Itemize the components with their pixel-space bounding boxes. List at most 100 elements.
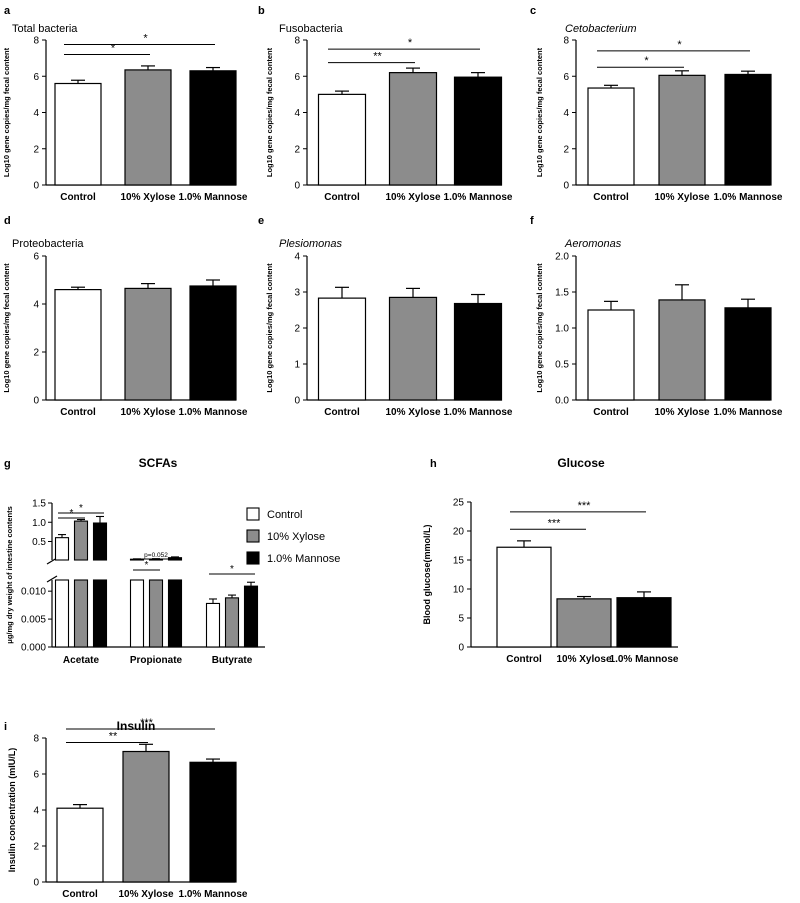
panel-f-bar	[724, 307, 772, 401]
panel-a-xtick-label: 1.0% Mannose	[179, 192, 248, 203]
panel-b-sig-label: *	[408, 37, 413, 49]
panel-f-ylabel: Log10 gene copies/mg fecal content	[535, 263, 544, 393]
panel-h-ytick-label: 15	[453, 556, 465, 567]
panel-b-ylabel: Log10 gene copies/mg fecal content	[265, 47, 274, 177]
panel-i-ytick-label: 8	[33, 734, 39, 745]
panel-c-label: c	[530, 5, 536, 17]
panel-g-sig-label: *	[145, 560, 149, 571]
panel-f-bar	[658, 299, 706, 401]
panel-e-bar	[317, 297, 367, 401]
panel-h-label: h	[430, 458, 437, 470]
panel-i-ytick-label: 6	[33, 770, 39, 781]
panel-c-ytick-label: 8	[563, 36, 569, 47]
panel-c-bar	[658, 74, 706, 186]
panel-d-bar	[124, 287, 172, 401]
panel-c-ytick-label: 6	[563, 72, 569, 83]
panel-i-bar	[122, 750, 170, 883]
panel-f-ytick-label: 0.0	[555, 396, 569, 407]
legend-swatch-1	[246, 529, 260, 543]
panel-g-sig-label: p=0.052	[144, 552, 168, 559]
panel-e-ytick-label: 4	[294, 252, 300, 263]
panel-a-ytick-label: 4	[33, 108, 39, 119]
panel-h-ytick-label: 10	[453, 585, 465, 596]
panel-d-ytick-label: 6	[33, 252, 39, 263]
panel-d-label: d	[4, 215, 11, 227]
panel-g-bar	[54, 537, 70, 561]
panel-e-ytick-label: 3	[294, 288, 300, 299]
panel-b-ytick-label: 4	[294, 108, 300, 119]
panel-i-xtick-label: 10% Xylose	[118, 889, 173, 900]
panel-e-label: e	[258, 215, 264, 227]
panel-f-ytick-label: 1.5	[555, 288, 569, 299]
panel-h-ytick-label: 5	[458, 614, 464, 625]
panel-c-title: Cetobacterium	[565, 23, 637, 35]
panel-e-ytick-label: 1	[294, 360, 300, 371]
panel-b-xtick-label: 10% Xylose	[385, 192, 440, 203]
panel-g-bar	[224, 597, 240, 648]
panel-a-ytick-label: 0	[33, 181, 39, 192]
panel-f-xtick-label: 1.0% Mannose	[714, 407, 783, 418]
panel-c-xtick-label: 1.0% Mannose	[714, 192, 783, 203]
panel-g-ytick-label: 0.5	[32, 537, 46, 548]
panel-c-xtick-label: 10% Xylose	[654, 192, 709, 203]
panel-g-bar-lower	[148, 579, 164, 648]
panel-i-xtick-label: Control	[62, 889, 98, 900]
panel-d-bar	[189, 285, 237, 401]
panel-a-ytick-label: 6	[33, 72, 39, 83]
panel-g-sig-label: *	[230, 564, 234, 575]
panel-d-xtick-label: 10% Xylose	[120, 407, 175, 418]
panel-c-ytick-label: 0	[563, 181, 569, 192]
panel-b-ytick-label: 0	[294, 181, 300, 192]
panel-b-title: Fusobacteria	[279, 23, 343, 35]
panel-f-bar	[587, 309, 635, 401]
panel-e-xtick-label: 10% Xylose	[385, 407, 440, 418]
panel-i-ytick-label: 2	[33, 842, 39, 853]
panel-a-ytick-label: 2	[33, 144, 39, 155]
legend-swatch-2	[246, 551, 260, 565]
legend-swatch-0	[246, 507, 260, 521]
panel-f-label: f	[530, 215, 534, 227]
panel-e-xtick-label: Control	[324, 407, 360, 418]
panel-f-xtick-label: 10% Xylose	[654, 407, 709, 418]
panel-i-sig-label: ***	[140, 717, 154, 729]
panel-e-ytick-label: 0	[294, 396, 300, 407]
panel-a-xtick-label: 10% Xylose	[120, 192, 175, 203]
panel-h-xtick-label: 1.0% Mannose	[610, 654, 679, 665]
panel-i-ytick-label: 4	[33, 806, 39, 817]
panel-g-xtick-label: Acetate	[63, 655, 100, 666]
panel-d-bar	[54, 289, 102, 401]
panel-a-xtick-label: Control	[60, 192, 96, 203]
panel-h-xtick-label: Control	[506, 654, 542, 665]
panel-c-ytick-label: 4	[563, 108, 569, 119]
panel-c-ylabel: Log10 gene copies/mg fecal content	[535, 47, 544, 177]
panel-a-sig-label: *	[143, 33, 148, 45]
panel-f-ytick-label: 2.0	[555, 252, 569, 263]
panel-c-sig-label: *	[644, 55, 649, 67]
panel-e-ytick-label: 2	[294, 324, 300, 335]
panel-g-xtick-label: Butyrate	[212, 655, 253, 666]
panel-b-bar	[317, 93, 367, 186]
panel-e-title: Plesiomonas	[279, 238, 342, 250]
panel-h-bar	[616, 597, 672, 648]
panel-g-bar-lower	[167, 579, 183, 648]
panel-h-ylabel: Blood glucose(mmol/L)	[422, 524, 432, 624]
panel-c-xtick-label: Control	[593, 192, 629, 203]
panel-a-ytick-label: 8	[33, 36, 39, 47]
panel-e-bar	[453, 302, 503, 401]
panel-f-ytick-label: 1.0	[555, 324, 569, 335]
panel-g-bar-lower	[73, 579, 89, 648]
panel-a-bar	[124, 69, 172, 186]
panel-h-bar	[556, 598, 612, 648]
panel-d-ytick-label: 0	[33, 396, 39, 407]
panel-a-bar	[189, 70, 237, 186]
panel-g-bar-lower	[129, 579, 145, 648]
panel-a-bar	[54, 82, 102, 186]
panel-g-label: g	[4, 458, 11, 470]
panel-b-ytick-label: 2	[294, 144, 300, 155]
panel-f-title: Aeromonas	[564, 238, 622, 250]
panel-g-sig-label: *	[79, 503, 83, 514]
panel-g-ylabel: μg/mg dry weight of intestine contents	[5, 506, 14, 644]
panel-b-bar	[388, 72, 438, 186]
panel-h-bar	[496, 546, 552, 648]
